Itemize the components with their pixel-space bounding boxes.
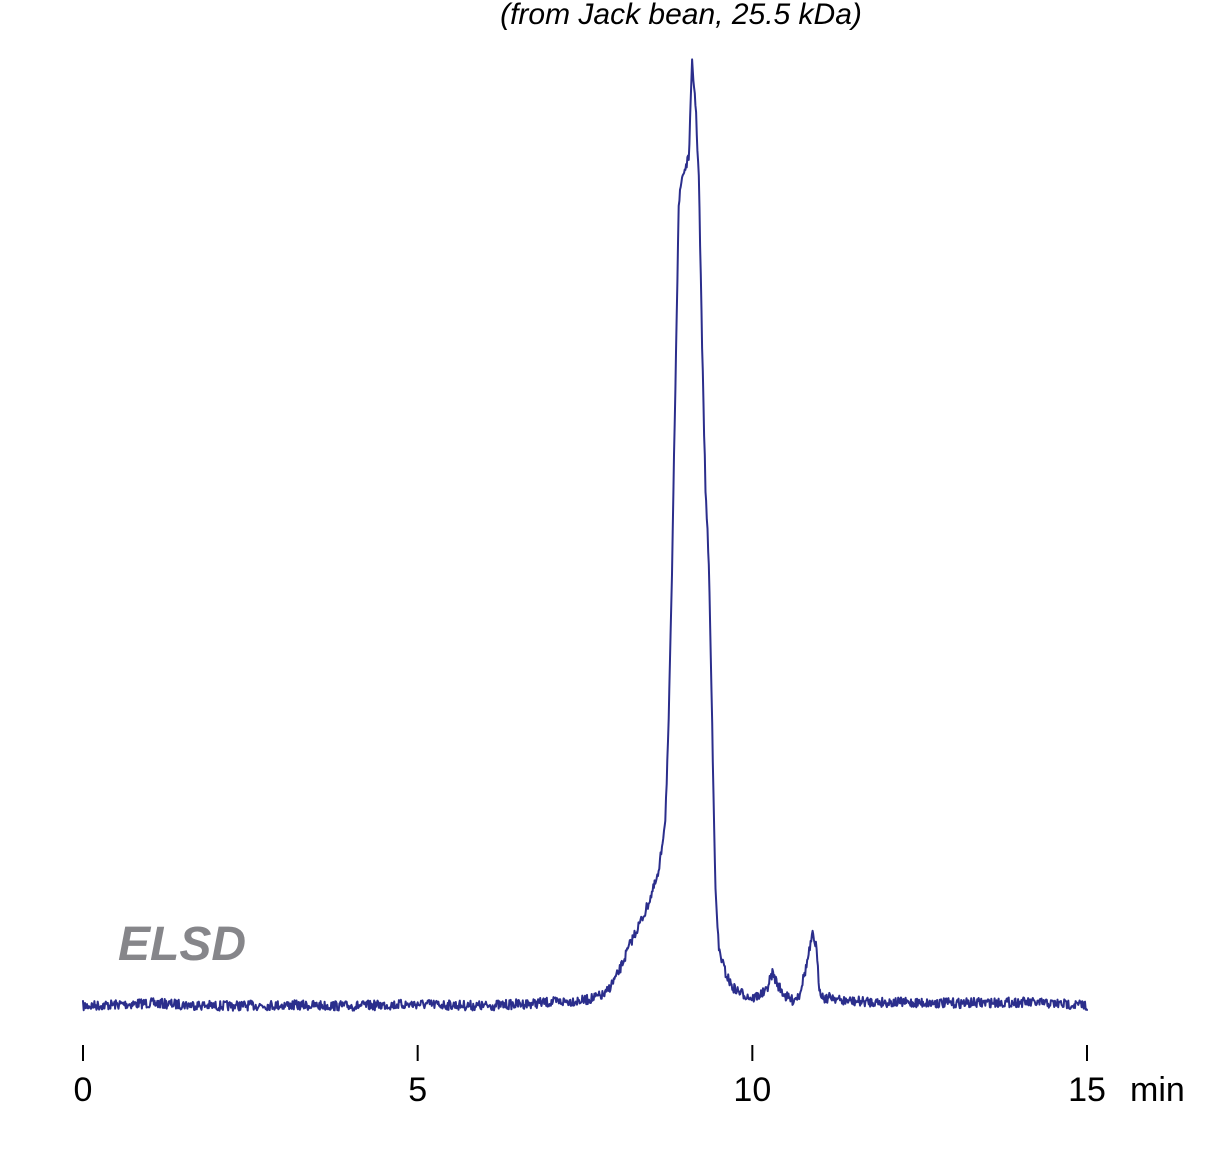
x-tick-label: 15 — [1068, 1071, 1106, 1109]
chart-subtitle: (from Jack bean, 25.5 kDa) — [500, 0, 862, 31]
x-axis: 0 5 10 15 — [74, 1045, 1106, 1109]
x-tick-label: 10 — [733, 1071, 771, 1109]
x-tick-label: 5 — [408, 1071, 427, 1109]
series-trace-line — [82, 58, 1088, 1012]
x-tick-label: 0 — [74, 1071, 93, 1109]
detector-label: ELSD — [118, 918, 246, 971]
x-axis-unit-label: min — [1130, 1071, 1185, 1109]
